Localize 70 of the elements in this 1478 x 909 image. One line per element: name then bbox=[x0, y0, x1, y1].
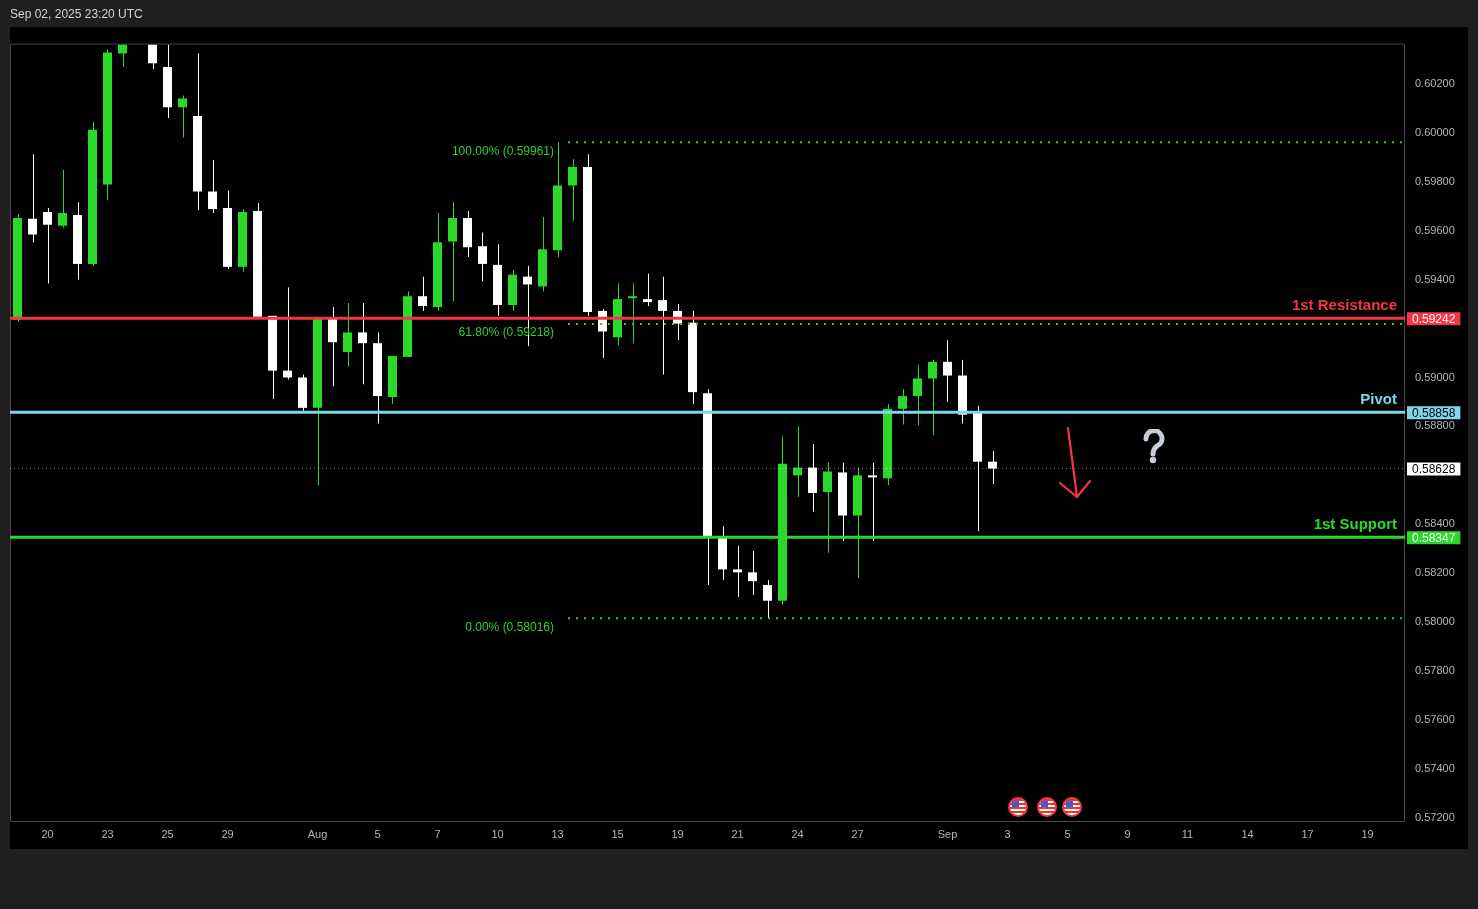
candlestick bbox=[988, 450, 997, 485]
x-tick-label: 27 bbox=[851, 827, 864, 840]
candlestick bbox=[763, 579, 772, 619]
ref-line-label: Pivot bbox=[1360, 389, 1397, 407]
candlestick bbox=[868, 462, 877, 542]
candlestick bbox=[148, 44, 157, 70]
y-tick-label: 0.57200 bbox=[1415, 811, 1455, 824]
x-tick-label: 5 bbox=[374, 827, 381, 840]
x-tick-label: 15 bbox=[611, 827, 624, 840]
candlestick bbox=[478, 232, 487, 283]
candlestick bbox=[793, 425, 802, 498]
candlestick bbox=[568, 158, 577, 222]
x-tick-label: 25 bbox=[161, 827, 174, 840]
candlestick bbox=[343, 302, 352, 368]
candlestick bbox=[418, 276, 427, 312]
candlestick bbox=[943, 339, 952, 403]
candlestick bbox=[913, 364, 922, 426]
candlestick bbox=[733, 545, 742, 598]
x-tick-label: 17 bbox=[1301, 827, 1314, 840]
text: Sep 02, 2025 23:20 UTC bbox=[10, 7, 143, 21]
ref-line-label: 0.00% (0.58016) bbox=[465, 619, 554, 634]
candlestick bbox=[448, 201, 457, 302]
y-tick-label: 0.58400 bbox=[1415, 517, 1455, 530]
x-tick-label: 24 bbox=[791, 827, 804, 840]
text: 0.58628 bbox=[1412, 461, 1456, 476]
y-tick-label: 0.58800 bbox=[1415, 419, 1455, 432]
x-tick-label: 11 bbox=[1181, 827, 1194, 840]
x-tick-label: 29 bbox=[221, 827, 234, 840]
y-tick-label: 0.60200 bbox=[1415, 76, 1455, 89]
candlestick bbox=[28, 153, 37, 243]
x-tick-label: 23 bbox=[101, 827, 114, 840]
x-tick-label: 9 bbox=[1124, 827, 1131, 840]
x-tick-label: 19 bbox=[671, 827, 684, 840]
y-tick-label: 0.57800 bbox=[1415, 664, 1455, 677]
candlestick bbox=[358, 302, 367, 385]
x-tick-label: 3 bbox=[1004, 827, 1011, 840]
text: 0.58347 bbox=[1412, 530, 1456, 545]
candlestick bbox=[898, 388, 907, 425]
y-tick-label: 0.60000 bbox=[1415, 125, 1455, 138]
candlestick bbox=[928, 359, 937, 436]
x-tick-label: 5 bbox=[1064, 827, 1071, 840]
y-tick-label: 0.59000 bbox=[1415, 370, 1455, 383]
x-tick-label: Aug bbox=[307, 827, 328, 840]
y-tick-label: 0.57600 bbox=[1415, 713, 1455, 726]
candlestick bbox=[178, 94, 187, 139]
x-tick-label: 19 bbox=[1361, 827, 1374, 840]
x-tick-label: 14 bbox=[1241, 827, 1254, 840]
candlestick bbox=[208, 159, 217, 214]
y-tick-label: 0.59800 bbox=[1415, 174, 1455, 187]
x-tick-label: 21 bbox=[731, 827, 744, 840]
x-tick-label: 7 bbox=[434, 827, 441, 840]
candlestick bbox=[748, 550, 757, 596]
ref-line-label: 1st Support bbox=[1313, 514, 1397, 532]
ref-line-label: 100.00% (0.59961) bbox=[451, 143, 554, 158]
x-tick-label: 13 bbox=[551, 827, 564, 840]
ref-line-label: 1st Resistance bbox=[1291, 295, 1397, 313]
y-tick-label: 0.57400 bbox=[1415, 762, 1455, 775]
y-tick-label: 0.59400 bbox=[1415, 272, 1455, 285]
candlestick bbox=[643, 273, 652, 307]
candlestick bbox=[43, 207, 52, 284]
text: 0.58858 bbox=[1412, 405, 1456, 420]
candlestick bbox=[658, 276, 667, 376]
x-tick-label: 10 bbox=[491, 827, 504, 840]
y-tick-label: 0.58200 bbox=[1415, 566, 1455, 579]
x-tick-label: 20 bbox=[41, 827, 54, 840]
candlestick bbox=[58, 169, 67, 229]
x-tick-label: Sep bbox=[937, 827, 958, 840]
text: 0.59242 bbox=[1412, 311, 1456, 326]
y-tick-label: 0.58000 bbox=[1415, 615, 1455, 628]
y-tick-label: 0.59600 bbox=[1415, 223, 1455, 236]
